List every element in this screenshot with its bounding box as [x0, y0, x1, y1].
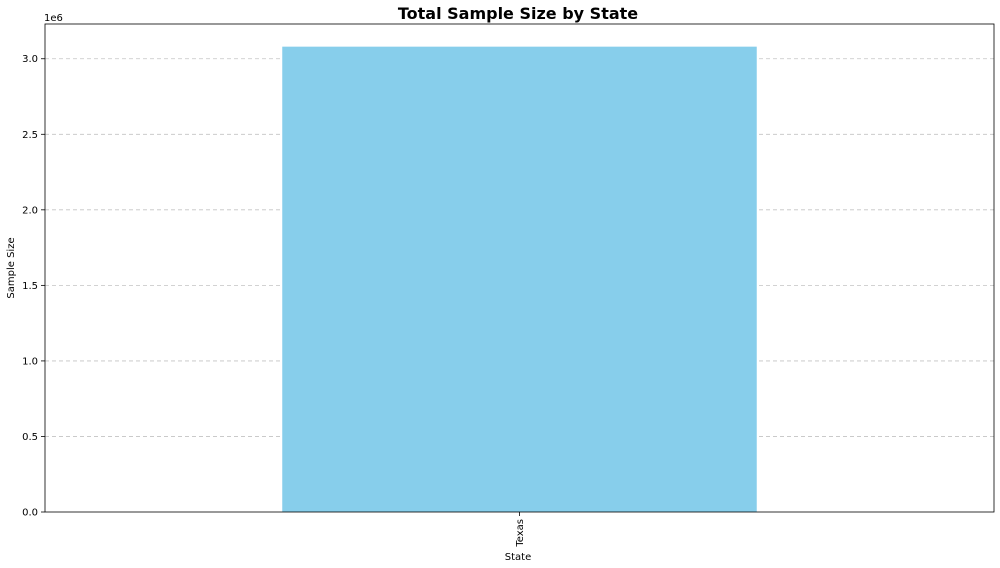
y-tick-label: 0.5 [22, 432, 38, 443]
y-axis-offset-label: 1e6 [44, 13, 63, 24]
bar-texas [282, 46, 757, 513]
y-tick-label: 3.0 [22, 54, 38, 65]
y-tick-label: 1.0 [22, 356, 38, 367]
x-tick-label: Texas [515, 519, 526, 548]
y-tick-label: 1.5 [22, 281, 38, 292]
y-tick-label: 2.5 [22, 130, 38, 141]
chart-title: Total Sample Size by State [398, 4, 638, 23]
y-tick-label: 2.0 [22, 205, 38, 216]
x-axis-ticks: Texas [515, 512, 526, 548]
y-axis-ticks: 0.0 0.5 1.0 1.5 2.0 2.5 3.0 [22, 54, 45, 519]
bars [282, 46, 757, 513]
y-tick-label: 0.0 [22, 508, 38, 519]
x-axis-label: State [505, 552, 531, 563]
y-axis-label: Sample Size [6, 237, 17, 298]
